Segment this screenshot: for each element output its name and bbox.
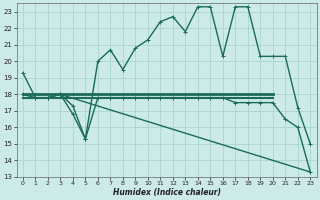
X-axis label: Humidex (Indice chaleur): Humidex (Indice chaleur) [113, 188, 220, 197]
